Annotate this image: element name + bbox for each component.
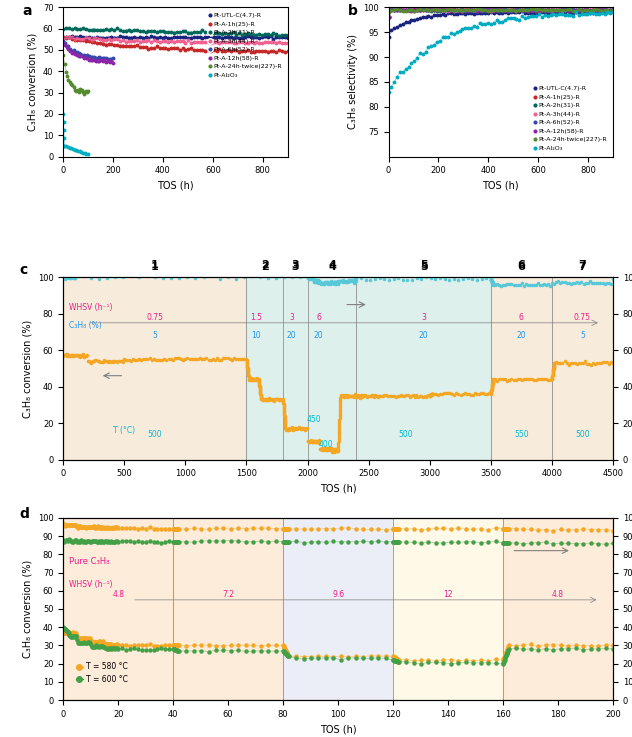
Text: 6: 6 (519, 312, 524, 322)
Text: 0.75: 0.75 (147, 312, 163, 322)
Text: c: c (19, 262, 27, 276)
Text: 5: 5 (420, 260, 427, 270)
Text: 500: 500 (398, 430, 413, 439)
T = 600 °C (417, 660, 425, 668)
X-axis label: TOS (h): TOS (h) (482, 181, 519, 191)
Text: 450: 450 (307, 415, 321, 424)
Text: 400: 400 (319, 441, 333, 450)
Text: 7: 7 (579, 262, 586, 272)
T = 600 °C (62, 625, 70, 634)
Text: 3: 3 (289, 312, 294, 322)
Text: 3: 3 (291, 262, 299, 272)
X-axis label: TOS (h): TOS (h) (157, 181, 194, 191)
Text: 6: 6 (518, 260, 525, 270)
Text: 4.8: 4.8 (112, 590, 124, 599)
T = 580 °C (382, 652, 389, 660)
Text: 0.75: 0.75 (574, 312, 591, 322)
Text: 4: 4 (328, 260, 336, 270)
Text: 1: 1 (151, 260, 159, 270)
Text: 20: 20 (313, 331, 324, 340)
Bar (503, 518, 613, 700)
Text: 500: 500 (147, 430, 162, 439)
Legend: Pt-UTL-C(4.7)-R, Pt-A-1h(25)-R, Pt-A-2h(31)-R, Pt-A-3h(44)-R, Pt-A-6h(52)-R, Pt-: Pt-UTL-C(4.7)-R, Pt-A-1h(25)-R, Pt-A-2h(… (206, 10, 284, 80)
T = 600 °C (382, 654, 389, 663)
Text: 550: 550 (514, 430, 529, 439)
Text: 2: 2 (261, 262, 269, 272)
Text: 5: 5 (580, 331, 585, 340)
Bar (393, 518, 503, 700)
Text: 10: 10 (252, 331, 261, 340)
X-axis label: TOS (h): TOS (h) (320, 724, 356, 735)
Text: 1.5: 1.5 (250, 312, 262, 322)
Text: 500: 500 (575, 430, 590, 439)
Bar (63, 277, 246, 460)
Text: 4: 4 (328, 262, 336, 272)
Text: WHSV (h⁻¹): WHSV (h⁻¹) (69, 580, 112, 589)
Bar (356, 277, 491, 460)
T = 600 °C (79, 638, 87, 647)
Bar (283, 518, 393, 700)
T = 580 °C (65, 627, 73, 636)
T = 580 °C (484, 657, 492, 666)
Text: WHSV (h⁻¹): WHSV (h⁻¹) (69, 303, 112, 312)
Y-axis label: C₃H₈ conversion (%): C₃H₈ conversion (%) (22, 560, 32, 658)
Text: Pure C₃H₈: Pure C₃H₈ (69, 557, 109, 566)
Text: T (°C): T (°C) (113, 426, 135, 435)
T = 600 °C (61, 624, 68, 633)
Text: 5: 5 (152, 331, 157, 340)
T = 580 °C (59, 625, 67, 634)
Text: 5: 5 (420, 262, 427, 272)
T = 600 °C (59, 623, 67, 632)
Y-axis label: C₃H₈ selectivity (%): C₃H₈ selectivity (%) (348, 35, 358, 130)
X-axis label: TOS (h): TOS (h) (320, 483, 356, 494)
Bar (63, 518, 173, 700)
Y-axis label: C₃H₈ conversion (%): C₃H₈ conversion (%) (27, 33, 37, 131)
T = 580 °C (63, 628, 71, 637)
T = 580 °C (609, 641, 617, 650)
T = 580 °C (503, 645, 511, 654)
T = 600 °C (609, 645, 617, 654)
Legend: T = 580 °C, T = 600 °C: T = 580 °C, T = 600 °C (73, 660, 131, 687)
T = 580 °C (100, 639, 108, 648)
Line: T = 600 °C: T = 600 °C (62, 626, 614, 666)
Bar (552, 277, 613, 460)
Text: 9.6: 9.6 (332, 590, 344, 599)
T = 580 °C (93, 638, 100, 647)
T = 600 °C (87, 641, 95, 650)
Legend: Pt-UTL-C(4.7)-R, Pt-A-1h(25)-R, Pt-A-2h(31)-R, Pt-A-3h(44)-R, Pt-A-6h(52)-R, Pt-: Pt-UTL-C(4.7)-R, Pt-A-1h(25)-R, Pt-A-2h(… (532, 83, 610, 153)
Bar (173, 518, 283, 700)
Line: T = 580 °C: T = 580 °C (62, 627, 614, 663)
Text: a: a (23, 4, 32, 18)
Y-axis label: C₃H₈ conversion (%): C₃H₈ conversion (%) (22, 319, 32, 418)
Text: 4.8: 4.8 (552, 590, 564, 599)
Text: d: d (19, 507, 29, 521)
Text: 7: 7 (579, 260, 586, 270)
Text: 1: 1 (151, 262, 159, 272)
Text: 7.2: 7.2 (222, 590, 234, 599)
Text: C₃H₈ (%): C₃H₈ (%) (69, 321, 102, 330)
Text: 3: 3 (421, 312, 426, 322)
Text: 20: 20 (419, 331, 428, 340)
Text: 6: 6 (518, 262, 525, 272)
Text: 20: 20 (287, 331, 296, 340)
Text: 3: 3 (291, 260, 299, 270)
Text: 20: 20 (516, 331, 526, 340)
Text: 2: 2 (261, 260, 269, 270)
Bar (491, 277, 552, 460)
Text: b: b (348, 4, 358, 18)
Text: 12: 12 (443, 590, 453, 599)
Bar (246, 277, 356, 460)
T = 600 °C (503, 649, 511, 657)
Text: 6: 6 (316, 312, 321, 322)
